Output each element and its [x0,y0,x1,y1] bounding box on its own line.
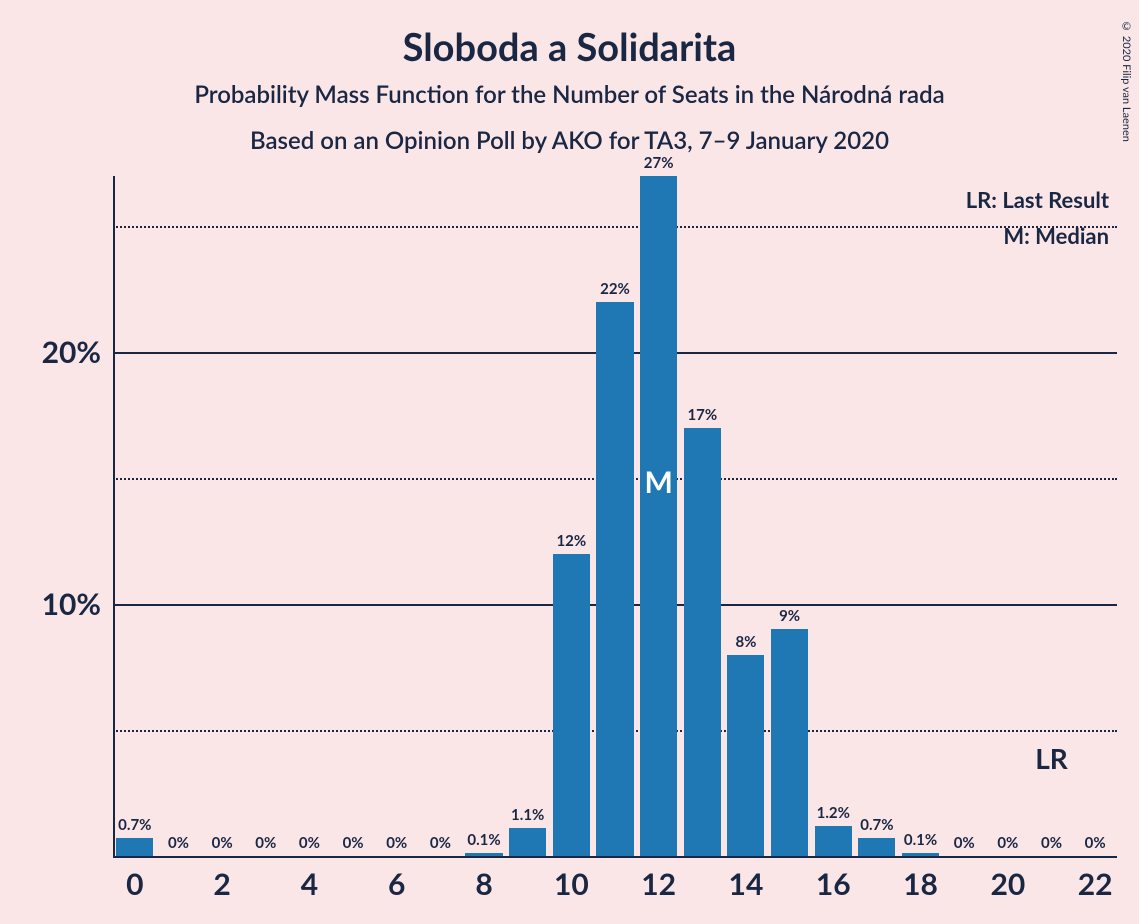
median-marker: M [644,464,672,500]
bar: 27% [640,176,677,856]
x-axis-label: 10 [554,856,589,902]
bar: 12% [553,554,590,856]
bar-value-label: 0.1% [467,831,500,853]
bar-value-label: 1.2% [817,804,850,826]
bar-value-label: 0.1% [904,831,937,853]
bar-value-label: 1.1% [511,806,544,828]
x-axis-label: 22 [1078,856,1113,902]
x-axis-label: 4 [301,856,318,902]
bar: 0.7% [858,838,895,856]
bar: 1.1% [509,828,546,856]
bar-value-label: 0% [997,834,1018,856]
bar-value-label: 0% [430,834,451,856]
bar: 1.2% [815,826,852,856]
bar: 9% [771,629,808,856]
x-axis-label: 2 [213,856,230,902]
bar-value-label: 0.7% [860,816,893,838]
bar-value-label: 0% [212,834,233,856]
bar-value-label: 12% [556,532,586,554]
bar: 8% [727,655,764,856]
bar-value-label: 0% [386,834,407,856]
bar-value-label: 0% [1085,834,1106,856]
chart-title: Sloboda a Solidarita [0,24,1139,70]
bar-value-label: 0% [299,834,320,856]
gridline [113,226,1117,228]
x-axis-label: 12 [641,856,676,902]
y-axis-label: 20% [42,334,113,370]
plot-area: LR: Last Result M: Median 10%20%02468101… [113,176,1117,856]
bar-value-label: 0% [168,834,189,856]
x-axis-label: 0 [126,856,143,902]
x-axis-label: 8 [475,856,492,902]
bar-value-label: 17% [687,406,717,428]
bar-value-label: 9% [779,607,800,629]
x-axis-label: 6 [388,856,405,902]
x-axis-label: 18 [903,856,938,902]
bar-value-label: 27% [644,154,674,176]
bar-value-label: 0.7% [118,816,151,838]
bar: 0.1% [902,853,939,856]
y-axis-label: 10% [42,586,113,622]
bar: 0.1% [465,853,502,856]
bar: 0.7% [116,838,153,856]
x-axis-label: 20 [990,856,1025,902]
bar-value-label: 0% [343,834,364,856]
x-axis-label: 14 [729,856,764,902]
bar-value-label: 8% [735,633,756,655]
y-axis-line [113,176,115,856]
bar-value-label: 22% [600,280,630,302]
legend-last-result: LR: Last Result [966,186,1109,213]
bar-value-label: 0% [255,834,276,856]
bar-value-label: 0% [954,834,975,856]
last-result-marker: LR [1035,741,1068,775]
chart-subtitle-2: Based on an Opinion Poll by AKO for TA3,… [0,126,1139,155]
bar-value-label: 0% [1041,834,1062,856]
x-axis-label: 16 [816,856,851,902]
chart-root: © 2020 Filip van Laenen Sloboda a Solida… [0,0,1139,924]
chart-subtitle-1: Probability Mass Function for the Number… [0,80,1139,109]
bar: 22% [596,302,633,856]
gridline [113,856,1117,858]
bar: 17% [684,428,721,856]
